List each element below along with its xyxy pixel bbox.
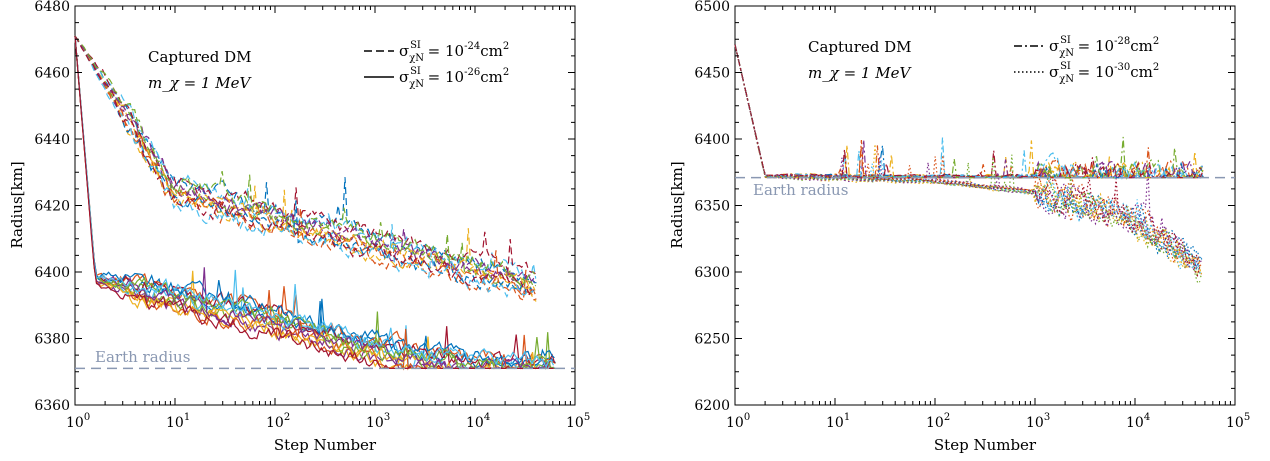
series-line-dashed	[74, 35, 536, 285]
series-line-solid	[74, 35, 554, 369]
left-legend-entry-2: σχNSI = 10-26cm2	[399, 66, 509, 90]
series-line-dashed	[74, 35, 535, 296]
series-line-dotted	[734, 44, 1202, 268]
right-xtick-label: 102	[926, 412, 950, 431]
left-ytick-label: 6480	[34, 0, 70, 15]
left-x-axis-label: Step Number	[274, 436, 377, 454]
left-chart: Earth radius 6360 6380 6400 6420 6440 64…	[8, 0, 590, 454]
right-annotation-title: Captured DM	[808, 38, 912, 56]
left-annotation-title: Captured DM	[148, 48, 252, 66]
right-y-tick-labels: 6200 6250 6300 6350 6400 6450 6500	[694, 0, 730, 414]
right-ytick-label: 6200	[694, 398, 730, 414]
right-ytick-label: 6500	[694, 0, 730, 15]
right-ytick-label: 6250	[694, 332, 730, 348]
left-y-tick-labels: 6360 6380 6400 6420 6440 6460 6480	[34, 0, 70, 414]
left-ytick-label: 6400	[34, 265, 70, 281]
left-xtick-label: 101	[166, 412, 190, 431]
left-xtick-label: 103	[366, 412, 390, 431]
series-line-dashed	[74, 35, 536, 300]
left-y-axis-label: Radius[km]	[8, 161, 26, 248]
right-xtick-label: 101	[826, 412, 850, 431]
right-earth-radius-label: Earth radius	[753, 181, 848, 199]
left-xtick-label: 105	[566, 412, 590, 431]
right-xtick-label: 105	[1226, 412, 1250, 431]
series-line-dashed	[74, 35, 536, 295]
left-ytick-label: 6360	[34, 398, 70, 414]
series-line-solid	[74, 35, 555, 369]
right-legend-entry-2: σχNSI = 10-30cm2	[1049, 61, 1159, 85]
right-ytick-label: 6400	[694, 132, 730, 148]
series-line-dashed	[74, 35, 536, 291]
left-axis-ticks	[74, 5, 576, 406]
right-annotation-mass: m_χ = 1 MeV	[808, 64, 912, 82]
left-xtick-label: 100	[66, 412, 90, 431]
left-xtick-label: 102	[266, 412, 290, 431]
series-line-dotted	[734, 44, 1202, 267]
right-ytick-label: 6450	[694, 66, 730, 82]
left-x-tick-labels: 100 101 102 103 104 105	[66, 412, 590, 431]
right-legend-entry-1: σχNSI = 10-28cm2	[1049, 35, 1159, 59]
left-ytick-label: 6440	[34, 132, 70, 148]
series-line-dotted	[734, 44, 1201, 271]
left-ytick-label: 6420	[34, 199, 70, 215]
series-line-dashed	[74, 35, 536, 275]
series-line-dotted	[734, 44, 1202, 273]
left-legend: σχNSI = 10-24cm2 σχNSI = 10-26cm2	[364, 40, 509, 90]
right-x-axis-label: Step Number	[934, 436, 1037, 454]
right-ytick-label: 6350	[694, 199, 730, 215]
series-line-solid	[74, 35, 554, 370]
series-line-dashed	[74, 35, 536, 286]
left-ytick-label: 6460	[34, 66, 70, 82]
right-legend: σχNSI = 10-28cm2 σχNSI = 10-30cm2	[1014, 35, 1159, 85]
right-y-axis-label: Radius[km]	[668, 161, 686, 248]
right-x-tick-labels: 100 101 102 103 104 105	[726, 412, 1250, 431]
right-chart: Earth radius 6200 6250 6300 6350 6400 64…	[668, 0, 1250, 454]
series-line-dashed	[74, 35, 535, 299]
left-xtick-label: 104	[466, 412, 490, 431]
left-annotation-mass: m_χ = 1 MeV	[148, 74, 252, 92]
right-xtick-label: 100	[726, 412, 750, 431]
right-ytick-label: 6300	[694, 265, 730, 281]
series-line-dashed	[74, 35, 537, 281]
left-earth-radius-label: Earth radius	[95, 348, 190, 366]
left-legend-entry-1: σχNSI = 10-24cm2	[399, 40, 509, 64]
left-ytick-label: 6380	[34, 332, 70, 348]
series-line-dotted	[734, 44, 1201, 285]
right-axis-ticks	[734, 5, 1236, 406]
right-xtick-label: 103	[1026, 412, 1050, 431]
series-line-dashed	[74, 35, 537, 295]
series-line-dotted	[734, 44, 1202, 271]
series-line-solid	[74, 35, 556, 369]
right-xtick-label: 104	[1126, 412, 1150, 431]
